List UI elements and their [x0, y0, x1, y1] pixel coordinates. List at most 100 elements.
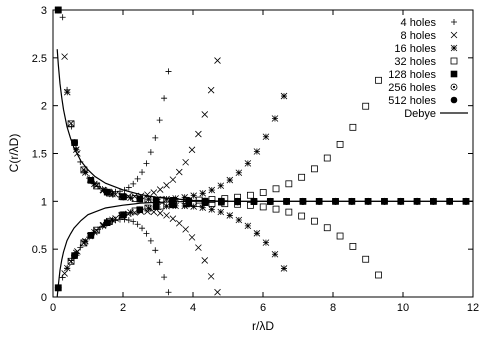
- data-point: [181, 202, 188, 210]
- x-axis-label: r/λD: [252, 319, 274, 333]
- data-point: [127, 194, 134, 202]
- data-point: [161, 95, 168, 102]
- data-point: [214, 288, 221, 296]
- data-point: [61, 53, 68, 60]
- legend-marker: [450, 44, 458, 52]
- series-4-holes: [55, 7, 172, 296]
- data-point: [139, 225, 146, 232]
- legend-marker: [450, 70, 458, 78]
- x-tick-label: 0: [50, 302, 56, 314]
- data-point: [120, 193, 127, 201]
- data-point: [182, 226, 189, 233]
- data-point: [218, 198, 225, 206]
- data-point: [169, 215, 177, 222]
- data-point: [272, 185, 280, 193]
- data-point: [136, 206, 144, 214]
- data-point: [208, 206, 216, 213]
- x-tick-label: 10: [397, 302, 409, 314]
- data-point: [217, 208, 225, 216]
- y-axis-label: C(r/λD): [7, 134, 21, 173]
- legend-label: 128 holes: [388, 69, 436, 81]
- data-point: [100, 187, 107, 194]
- data-point: [208, 196, 216, 203]
- series-16-holes: [54, 6, 288, 292]
- data-point: [253, 230, 261, 237]
- data-point: [61, 270, 68, 277]
- data-point: [93, 182, 101, 190]
- data-point: [143, 160, 150, 167]
- data-point: [375, 76, 382, 84]
- data-point: [125, 184, 132, 191]
- x-tick-label: 6: [260, 302, 266, 314]
- data-point: [93, 226, 101, 234]
- data-point: [127, 209, 134, 216]
- data-point: [152, 203, 160, 210]
- data-point: [280, 92, 288, 100]
- data-point: [375, 271, 382, 279]
- data-point: [67, 120, 75, 128]
- data-point: [262, 133, 270, 141]
- y-tick-label: 0.5: [32, 244, 47, 256]
- data-point: [226, 176, 234, 184]
- data-point: [195, 244, 202, 251]
- data-point: [244, 160, 252, 167]
- data-point: [156, 186, 164, 193]
- data-point: [336, 140, 344, 148]
- data-point: [163, 202, 170, 210]
- data-point: [253, 148, 261, 155]
- data-point: [143, 230, 150, 237]
- data-point: [59, 14, 66, 21]
- data-point: [214, 57, 221, 64]
- x-tick-label: 4: [190, 302, 196, 314]
- data-point: [201, 111, 209, 118]
- legend-label: 512 holes: [388, 95, 436, 107]
- data-point: [175, 219, 183, 227]
- data-point: [165, 68, 172, 75]
- data-point: [190, 192, 197, 199]
- x-tick-label: 12: [467, 302, 479, 314]
- data-point: [87, 232, 95, 239]
- data-point: [67, 257, 75, 265]
- legend-marker: [450, 57, 458, 65]
- data-point: [272, 205, 280, 213]
- axis-ticks: 0 2 4 6 8 10 12 0 0.5 1 1.5 2 2.5 3: [32, 5, 479, 314]
- data-point: [165, 289, 172, 296]
- data-point: [156, 259, 163, 266]
- legend-label: Debye: [404, 108, 436, 120]
- data-point: [246, 191, 254, 199]
- data-point: [80, 239, 88, 247]
- data-point: [362, 255, 370, 263]
- data-point: [362, 102, 370, 110]
- series-8-holes: [54, 6, 221, 296]
- data-point: [311, 165, 318, 173]
- data-point: [103, 219, 111, 226]
- data-point: [323, 154, 331, 162]
- legend-label: 4 holes: [401, 17, 437, 29]
- data-point: [163, 182, 170, 189]
- y-tick-label: 2: [41, 101, 47, 113]
- data-point: [336, 232, 344, 240]
- data-point: [152, 134, 159, 141]
- data-point: [298, 212, 306, 220]
- data-point: [188, 146, 196, 154]
- data-point: [298, 173, 306, 181]
- data-point: [311, 217, 318, 225]
- data-point: [280, 265, 288, 272]
- data-point: [67, 258, 75, 265]
- data-point: [145, 195, 152, 203]
- data-point: [271, 115, 279, 122]
- data-point: [156, 209, 164, 217]
- data-point: [259, 203, 267, 211]
- data-point: [73, 146, 80, 153]
- data-point: [136, 195, 144, 203]
- y-tick-label: 3: [41, 5, 47, 17]
- data-point: [147, 149, 154, 156]
- x-tick-label: 2: [120, 302, 126, 314]
- data-point: [235, 169, 243, 177]
- y-tick-label: 0: [41, 292, 47, 304]
- data-point: [112, 188, 119, 195]
- data-point: [103, 188, 111, 196]
- data-point: [259, 189, 267, 196]
- legend-marker: [451, 19, 457, 25]
- legend-marker: [450, 83, 458, 91]
